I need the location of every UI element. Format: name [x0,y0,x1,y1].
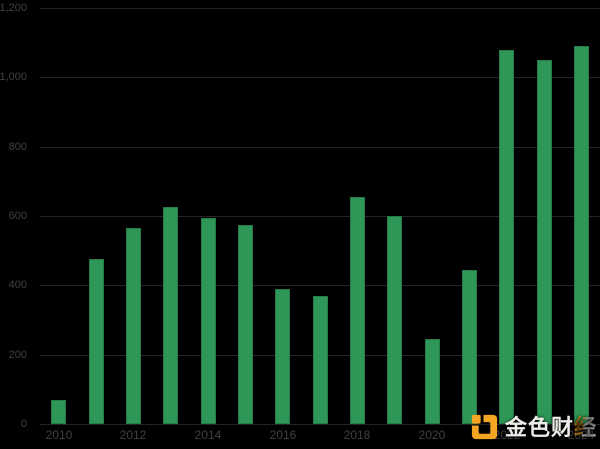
y-tick-label-0: 0 [20,418,27,430]
bar-2017 [313,296,328,424]
gridline-800 [40,147,600,148]
y-axis: 0 200 400 600 800 1,000 1,200 [0,0,28,449]
y-tick-label-600: 600 [8,210,27,222]
gridline-600 [40,216,600,217]
x-tick-label-2014: 2014 [194,428,222,442]
x-tick-label-2010: 2010 [45,428,73,442]
bar-2012 [126,228,141,424]
x-tick-label-2024: 2024 [561,428,600,443]
x-tick-label-2012: 2012 [119,428,147,442]
gridline-0 [40,424,600,425]
jinse-finance-watermark: 金色财经 [469,410,597,442]
watermark-brand-text: 金色财经 [505,410,597,442]
plot-area [40,8,600,425]
bar-2018 [350,197,365,424]
x-axis: 2010 2012 2014 2016 2018 2020 2022 2024 [0,428,600,444]
bar-2020 [425,339,440,424]
y-tick-label-1200: 1,200 [0,2,27,14]
y-tick-label-200: 200 [8,349,27,361]
bar-2011 [89,259,104,424]
y-tick-label-1000: 1,000 [0,71,27,83]
bar-2013 [163,207,178,424]
y-tick-label-400: 400 [8,279,27,291]
gridline-1000 [40,77,600,78]
bar-2022 [499,50,514,424]
bar-2016 [275,289,290,424]
x-tick-label-2020: 2020 [418,428,446,442]
bar-2010 [51,400,66,424]
bar-2015 [238,225,253,424]
watermark-text-suffix: 经 [573,415,597,440]
jinse-finance-logo-icon [471,414,498,439]
bar-2021 [462,270,477,424]
bar-2019 [387,216,402,424]
x-tick-label-2022: 2022 [493,428,521,442]
gridline-1200 [40,8,600,9]
gridline-400 [40,285,600,286]
bar-2023 [537,60,552,424]
watermark-text-prefix: 金色财 [504,415,574,440]
x-tick-label-2018: 2018 [343,428,371,442]
y-tick-label-800: 800 [8,141,27,153]
bar-2014 [201,218,216,424]
bar-2024 [574,46,589,424]
x-tick-label-2016: 2016 [269,428,297,442]
